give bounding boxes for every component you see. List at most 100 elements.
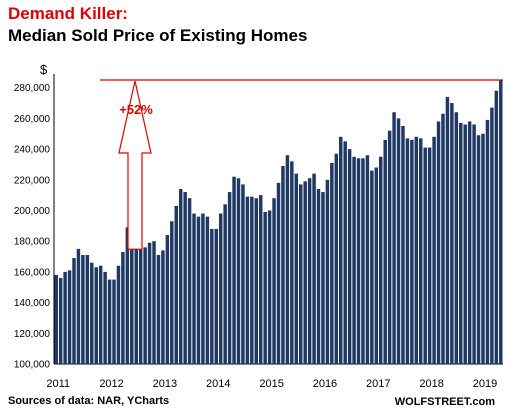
bar [303, 181, 307, 364]
bar [245, 196, 250, 364]
bar [450, 103, 454, 364]
bar [223, 204, 227, 364]
bar [427, 147, 432, 364]
bar [143, 247, 147, 364]
bar [232, 176, 236, 364]
bar [387, 130, 392, 364]
bar [263, 212, 267, 364]
bar [361, 158, 365, 364]
chart-title: Median Sold Price of Existing Homes [8, 26, 308, 45]
bar [499, 80, 503, 364]
bar [374, 167, 379, 364]
bar [214, 228, 218, 364]
increase-label: +52% [119, 102, 153, 117]
y-tick-label: 240,000 [14, 145, 51, 156]
bar [250, 196, 254, 364]
bar [134, 233, 138, 364]
bar [285, 155, 290, 364]
bar [459, 122, 463, 364]
x-tick-label: 2016 [313, 378, 337, 390]
bar [294, 173, 299, 364]
bar [201, 213, 205, 364]
bar [67, 270, 72, 364]
axes: 100,000 120,000 140,000 160,000 180,000 200,0… [14, 74, 503, 390]
y-tick-label: 260,000 [14, 114, 51, 125]
bar [490, 107, 494, 364]
bar [170, 221, 174, 364]
bar [392, 112, 396, 365]
bar [370, 170, 374, 364]
bar [281, 165, 285, 364]
bar [81, 255, 85, 364]
bar [414, 136, 419, 364]
bar [121, 251, 125, 364]
bar [343, 141, 347, 364]
bar [352, 156, 356, 364]
bar [254, 198, 259, 364]
bar [138, 244, 143, 364]
bar [218, 213, 223, 364]
bar [94, 267, 98, 364]
bar [494, 90, 499, 364]
bar [321, 192, 325, 364]
bar [423, 147, 427, 364]
bar [454, 112, 459, 365]
bar [463, 124, 467, 365]
bar [316, 188, 321, 364]
y-tick-label: 220,000 [14, 175, 51, 186]
x-tick-label: 2014 [206, 378, 230, 390]
bar [325, 179, 330, 364]
bar [103, 271, 107, 364]
y-tick-label: 280,000 [14, 83, 51, 94]
bar [356, 158, 361, 364]
bar [290, 161, 294, 364]
bar [174, 205, 178, 364]
bar [272, 198, 276, 364]
bar [90, 262, 94, 364]
y-tick-label: 100,000 [14, 360, 51, 371]
x-tick-label: 2019 [473, 378, 497, 390]
bar [379, 156, 383, 364]
bar [72, 258, 76, 364]
chart-kicker: Demand Killer: [8, 4, 128, 23]
y-axis-unit: $ [40, 62, 48, 77]
bar [481, 133, 485, 364]
bar [236, 178, 241, 364]
bar [107, 279, 112, 364]
y-tick-label: 120,000 [14, 329, 51, 340]
x-tick-label: 2018 [419, 378, 443, 390]
bar [472, 124, 476, 365]
bar [365, 155, 370, 364]
brand-watermark: WOLFSTREET.com [394, 396, 495, 408]
bar [445, 96, 450, 364]
bar [432, 136, 436, 364]
bar [241, 184, 245, 364]
bar [267, 210, 272, 364]
bar [401, 126, 405, 364]
x-tick-label: 2013 [153, 378, 177, 390]
bar [383, 139, 387, 364]
bar [112, 279, 116, 364]
bar [63, 271, 67, 364]
bar [476, 135, 481, 364]
bar [410, 139, 414, 364]
x-tick-label: 2015 [259, 378, 283, 390]
bar [130, 228, 134, 364]
bars [54, 80, 503, 365]
bar [98, 265, 103, 364]
bar [405, 138, 410, 364]
bar [276, 182, 281, 364]
bar [196, 216, 201, 364]
bar [227, 192, 232, 364]
bar [396, 118, 401, 364]
increase-arrow [118, 80, 152, 250]
bar [205, 216, 210, 364]
bar [334, 153, 339, 364]
bar [58, 278, 63, 364]
bar [258, 195, 263, 364]
bar [161, 250, 165, 364]
bar [347, 149, 352, 364]
x-tick-label: 2012 [99, 378, 123, 390]
bar [210, 228, 214, 364]
